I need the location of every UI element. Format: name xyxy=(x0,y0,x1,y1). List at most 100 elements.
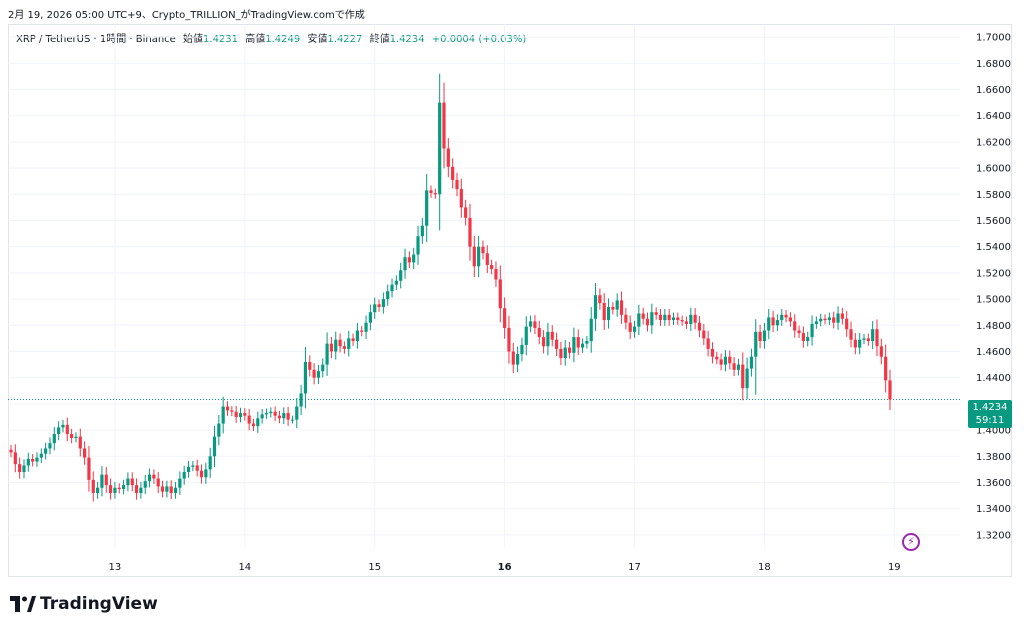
change-value: +0.0004 (+0.03%) xyxy=(431,34,527,45)
y-tick-label: 1.4800 xyxy=(976,321,1011,332)
candle-body xyxy=(57,427,61,435)
candle-body xyxy=(104,474,108,486)
candle-body xyxy=(875,329,879,347)
candle-body xyxy=(238,413,243,417)
candle-body xyxy=(377,304,381,307)
candle-body xyxy=(412,254,416,263)
candle-body xyxy=(381,299,385,307)
candle-body xyxy=(628,322,632,332)
candle-body xyxy=(329,343,334,352)
candle-body xyxy=(472,246,476,267)
candle-body xyxy=(126,478,130,486)
candle-body xyxy=(728,356,732,364)
candle-body xyxy=(364,322,368,332)
candle-body xyxy=(546,331,550,347)
candle-body xyxy=(407,257,411,263)
candle-body xyxy=(503,308,507,328)
candle-body xyxy=(719,359,723,365)
y-tick-label: 1.6200 xyxy=(976,137,1011,148)
candle-body xyxy=(420,225,424,237)
candle-body xyxy=(451,166,455,180)
candle-body xyxy=(199,470,204,478)
candles xyxy=(9,73,892,502)
candle-body xyxy=(22,465,26,473)
candle-body xyxy=(771,317,775,326)
candle-body xyxy=(108,485,113,493)
candle-body xyxy=(697,322,702,331)
candle-body xyxy=(117,487,121,490)
candle-body xyxy=(853,339,857,348)
candle-body xyxy=(671,317,676,321)
candle-body xyxy=(399,270,403,281)
candle-body xyxy=(303,361,308,394)
candle-body xyxy=(351,338,355,342)
candle-body xyxy=(832,317,836,323)
y-tick-label: 1.5400 xyxy=(976,242,1011,253)
candle-body xyxy=(26,458,30,466)
candle-body xyxy=(806,337,810,342)
candle-body xyxy=(308,361,312,370)
candle-body xyxy=(762,330,767,342)
candle-body xyxy=(208,456,212,470)
candle-body xyxy=(602,303,606,321)
x-tick-label: 18 xyxy=(758,562,771,573)
candle-body xyxy=(593,295,598,319)
chart-caption: 2月 19, 2026 05:00 UTC+9、Crypto_TRILLION_… xyxy=(8,10,365,21)
candle-body xyxy=(589,318,593,342)
high-value: 1.4249 xyxy=(265,34,301,45)
candle-body xyxy=(572,337,576,353)
candle-body xyxy=(524,326,528,345)
candle-body xyxy=(529,321,533,327)
candle-body xyxy=(61,424,65,428)
candle-body xyxy=(186,466,191,473)
chart-frame xyxy=(8,24,1012,577)
candle-body xyxy=(442,102,446,149)
candle-body xyxy=(247,415,251,424)
candle-body xyxy=(18,464,22,473)
candle-body xyxy=(390,284,394,292)
candle-body xyxy=(511,351,515,365)
y-tick-label: 1.4400 xyxy=(976,373,1011,384)
y-tick-label: 1.3600 xyxy=(976,478,1011,489)
candle-body xyxy=(143,481,147,488)
candle-body xyxy=(191,465,195,467)
candle-body xyxy=(516,354,520,365)
candle-body xyxy=(780,314,784,321)
grid-lines xyxy=(8,24,960,548)
candle-body xyxy=(619,300,624,315)
candle-body xyxy=(273,411,277,416)
candle-body xyxy=(282,413,286,419)
candle-body xyxy=(559,348,563,359)
symbol-legend: XRP / TetherUS · 1時間 · Binance 始値1.4231 … xyxy=(16,30,526,45)
candle-body xyxy=(520,344,524,355)
candle-body xyxy=(641,313,645,319)
candle-body xyxy=(663,314,667,321)
candle-body xyxy=(723,356,728,365)
candle-body xyxy=(182,472,186,479)
candle-body xyxy=(290,419,295,421)
candle-body xyxy=(784,314,788,318)
open-value: 1.4231 xyxy=(203,34,239,45)
last-price-badge: 1.4234 59:11 xyxy=(968,400,1012,428)
candle-body xyxy=(810,323,814,338)
candle-body xyxy=(741,364,745,389)
bar-countdown: 59:11 xyxy=(975,415,1005,426)
candle-body xyxy=(52,434,56,444)
candle-body xyxy=(169,486,173,493)
lightning-icon[interactable]: ⚡ xyxy=(902,533,920,551)
symbol-label[interactable]: XRP / TetherUS · 1時間 · Binance xyxy=(16,34,176,45)
candle-body xyxy=(788,317,792,322)
y-tick-label: 1.5200 xyxy=(976,268,1011,279)
candle-body xyxy=(871,329,875,342)
candle-body xyxy=(468,217,472,247)
x-tick-label: 17 xyxy=(628,562,641,573)
candle-body xyxy=(481,246,485,254)
y-tick-label: 1.7000 xyxy=(976,33,1011,44)
candle-body xyxy=(455,179,459,190)
tradingview-logo: TradingView xyxy=(10,594,158,614)
candle-body xyxy=(823,318,827,321)
candle-body xyxy=(749,356,754,369)
candle-body xyxy=(212,436,217,457)
close-label: 終値 xyxy=(369,34,390,45)
